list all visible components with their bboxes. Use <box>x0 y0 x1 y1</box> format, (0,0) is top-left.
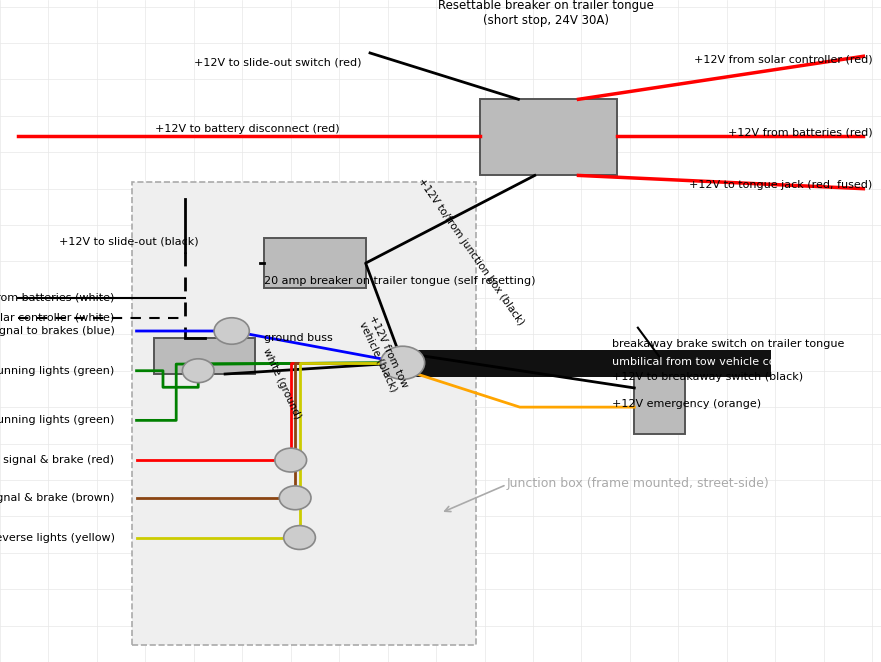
Circle shape <box>284 526 315 549</box>
Bar <box>480 99 617 175</box>
Text: right turn signal & brake (brown): right turn signal & brake (brown) <box>0 493 115 503</box>
Text: +12V to/from junction box (black): +12V to/from junction box (black) <box>417 176 526 327</box>
Text: +12V from tow
vehicle (black): +12V from tow vehicle (black) <box>357 314 410 395</box>
Text: +12V to battery disconnect (red): +12V to battery disconnect (red) <box>154 124 339 134</box>
Text: front running lights (green): front running lights (green) <box>0 365 115 376</box>
Text: +12V to slide-out switch (red): +12V to slide-out switch (red) <box>194 58 361 68</box>
Circle shape <box>182 359 214 383</box>
Circle shape <box>214 318 249 344</box>
Circle shape <box>275 448 307 472</box>
Bar <box>132 182 476 645</box>
Text: brake signal to brakes (blue): brake signal to brakes (blue) <box>0 326 115 336</box>
Bar <box>264 238 366 288</box>
Text: umbilical from tow vehicle connection: umbilical from tow vehicle connection <box>612 357 825 367</box>
Text: +12V to tongue jack (red, fused): +12V to tongue jack (red, fused) <box>689 180 872 191</box>
Text: left turn signal & brake (red): left turn signal & brake (red) <box>0 455 115 465</box>
Text: Junction box (frame mounted, street-side): Junction box (frame mounted, street-side… <box>507 477 769 490</box>
Text: from solar controller (white): from solar controller (white) <box>0 312 115 323</box>
Circle shape <box>279 486 311 510</box>
Text: +12V to breakaway switch (black): +12V to breakaway switch (black) <box>612 372 803 383</box>
Text: +12V emergency (orange): +12V emergency (orange) <box>612 399 761 409</box>
Text: rear running lights (green): rear running lights (green) <box>0 415 115 426</box>
Text: breakaway brake switch on trailer tongue: breakaway brake switch on trailer tongue <box>612 339 845 350</box>
Text: +12V from solar controller (red): +12V from solar controller (red) <box>693 54 872 65</box>
Text: 20 amp breaker on trailer tongue (self resetting): 20 amp breaker on trailer tongue (self r… <box>264 276 536 287</box>
Bar <box>154 338 255 374</box>
Circle shape <box>381 346 425 379</box>
Text: ground buss: ground buss <box>264 332 333 343</box>
Bar <box>401 350 771 377</box>
Bar <box>634 357 685 434</box>
Text: ground from batteries (white): ground from batteries (white) <box>0 293 115 303</box>
Text: +12V to slide-out (black): +12V to slide-out (black) <box>59 236 198 247</box>
Text: reverse lights (yellow): reverse lights (yellow) <box>0 532 115 543</box>
Text: Resettable breaker on trailer tongue
(short stop, 24V 30A): Resettable breaker on trailer tongue (sh… <box>438 0 655 27</box>
Text: +12V from batteries (red): +12V from batteries (red) <box>728 127 872 138</box>
Text: white (ground): white (ground) <box>261 347 303 421</box>
